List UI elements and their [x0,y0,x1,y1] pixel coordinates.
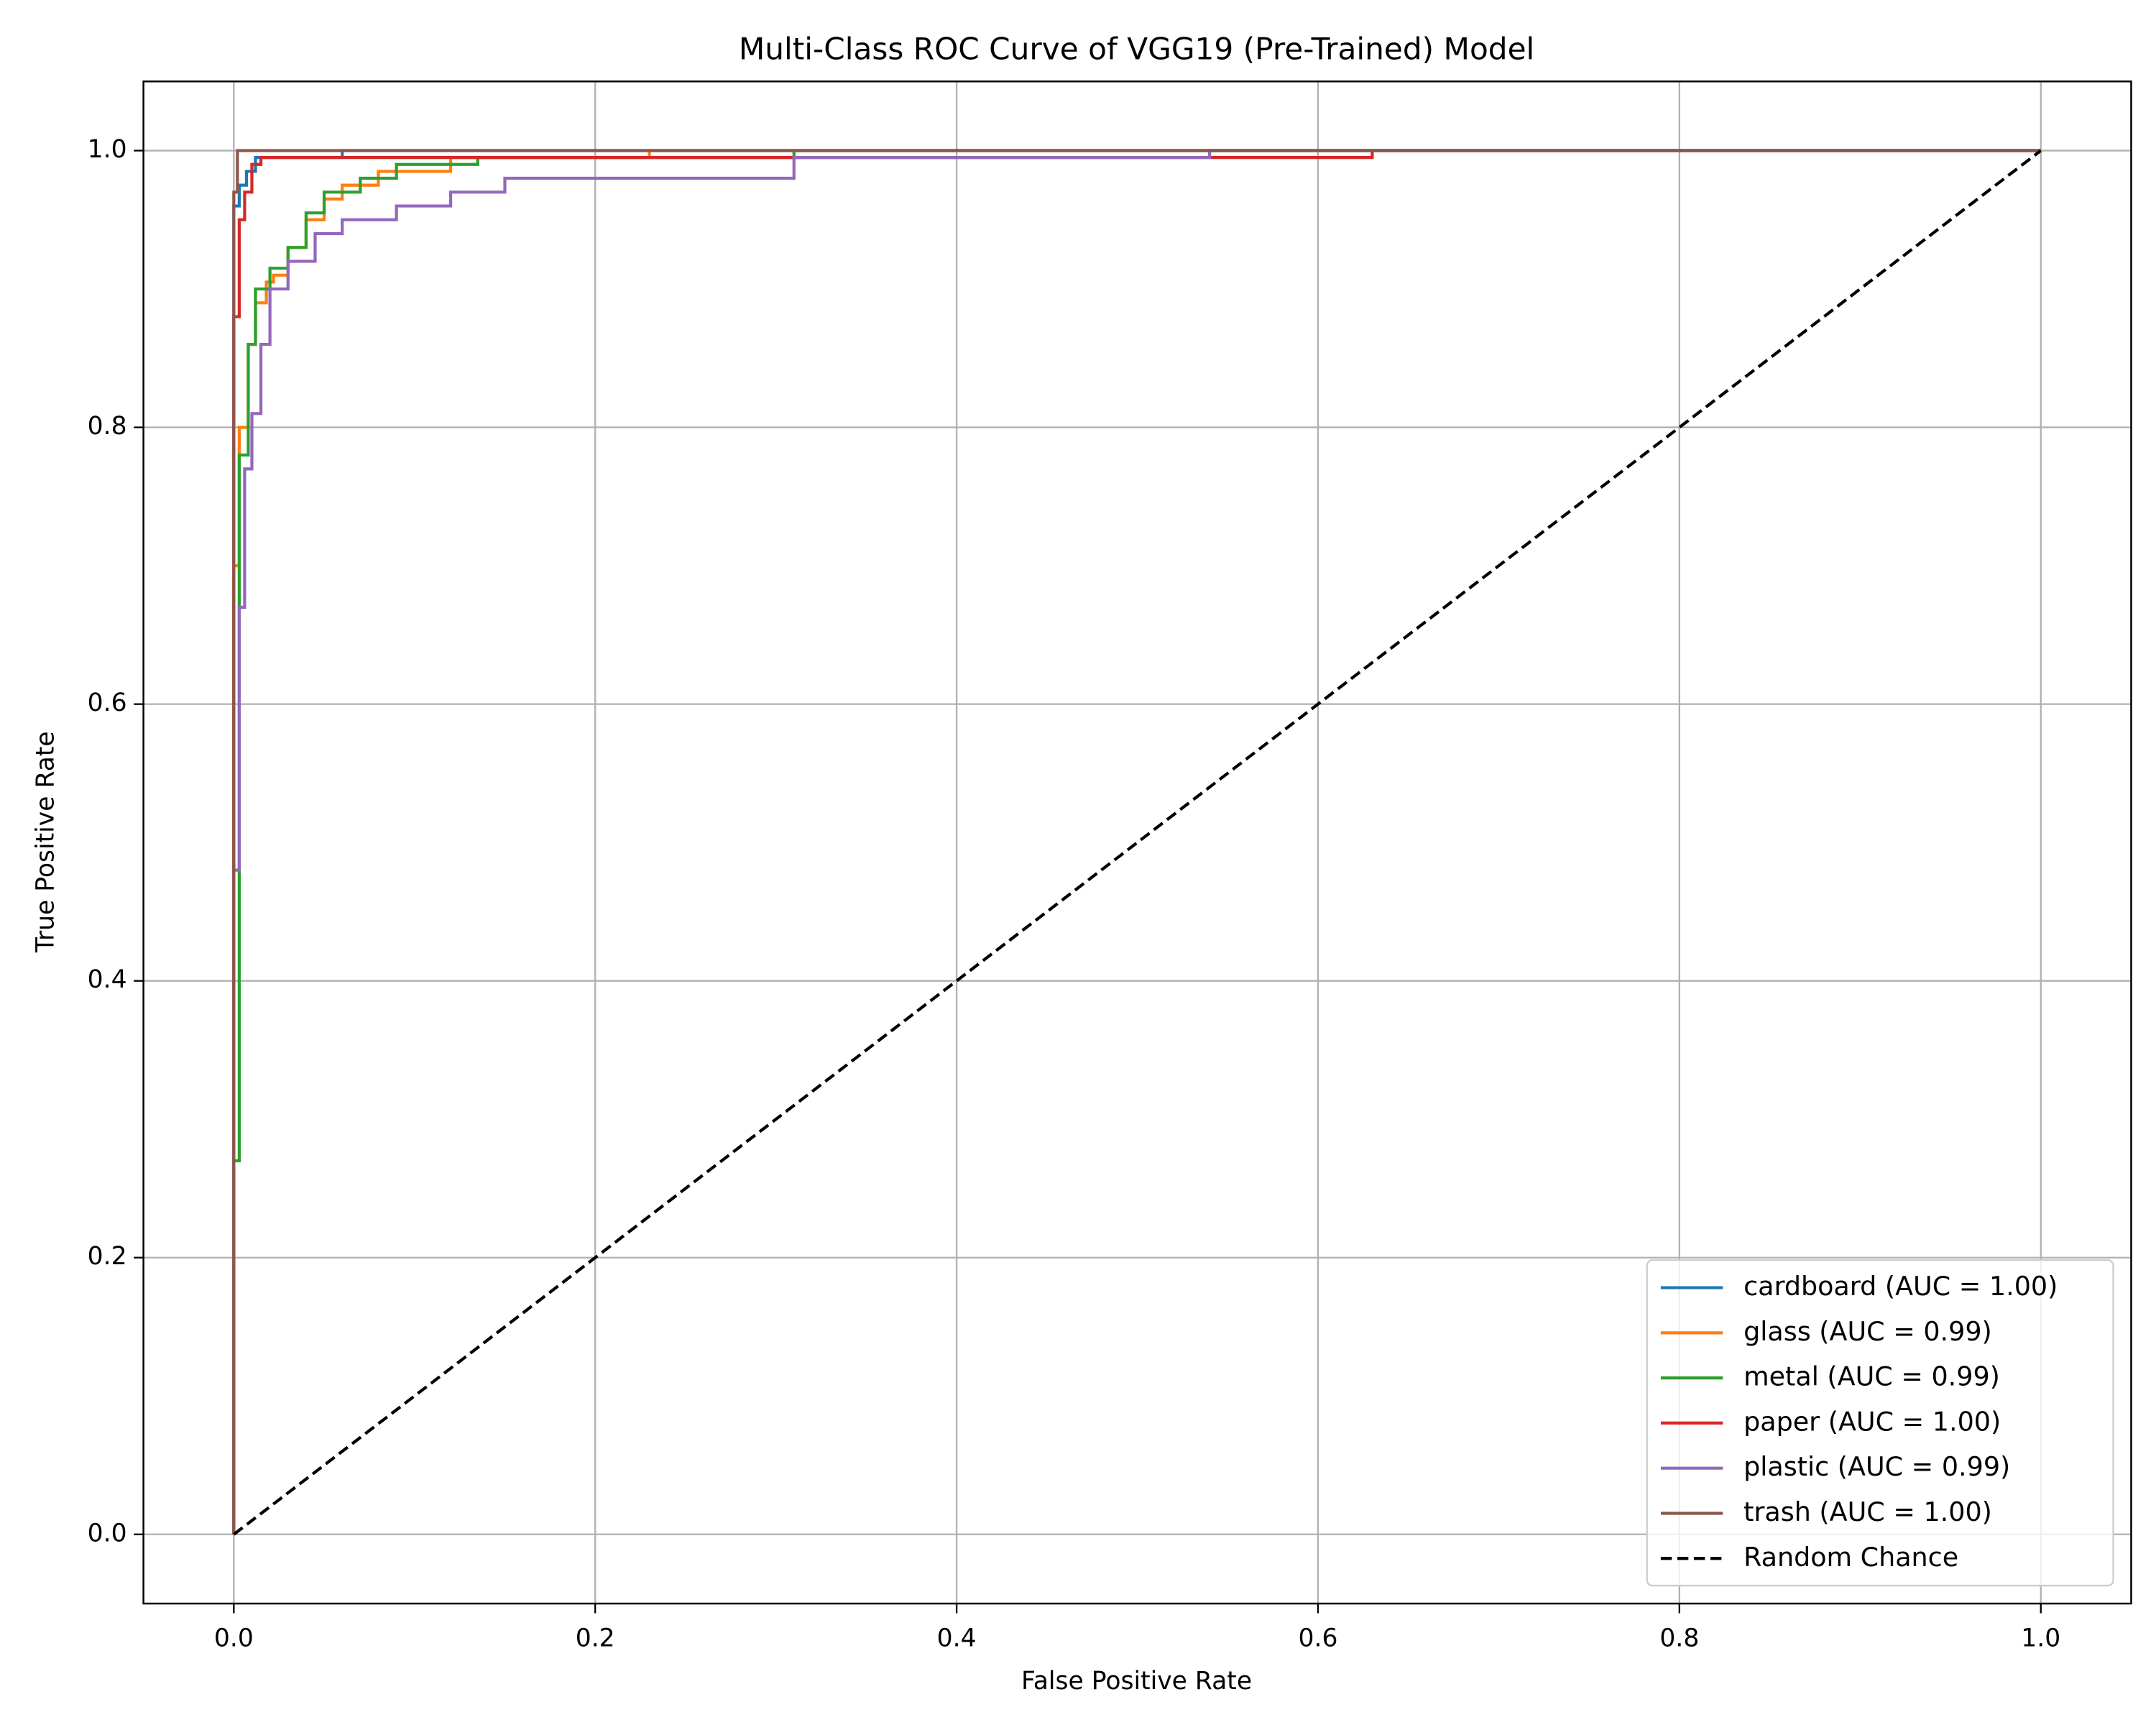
legend-label: trash (AUC = 1.00) [1743,1496,1992,1527]
chart-title: Multi-Class ROC Curve of VGG19 (Pre-Trai… [739,32,1534,67]
roc-curve [232,149,2041,1535]
legend-label: Random Chance [1743,1542,1958,1573]
roc-curve [233,149,2042,1536]
y-axis-label: True Positive Rate [32,731,60,953]
legend: cardboard (AUC = 1.00) glass (AUC = 0.99)… [1646,1259,2114,1587]
x-tick-label: 0.8 [1659,1624,1699,1652]
x-tick-label: 0.0 [214,1624,254,1652]
legend-label: glass (AUC = 0.99) [1743,1316,1992,1347]
legend-label: metal (AUC = 0.99) [1743,1361,2000,1392]
y-tick-label: 0.4 [88,965,127,994]
roc-curve [232,149,2041,1535]
x-tick-label: 0.6 [1299,1624,1338,1652]
plot-frame [142,80,2132,1605]
roc-curve [232,149,2041,1535]
legend-label: cardboard (AUC = 1.00) [1743,1271,2058,1302]
y-tick-label: 0.6 [88,689,127,717]
y-tick-label: 0.8 [88,412,127,441]
x-tick-label: 0.4 [937,1624,977,1652]
y-tick-label: 0.2 [88,1242,127,1271]
legend-label: plastic (AUC = 0.99) [1743,1451,2010,1482]
x-axis-label: False Positive Rate [1021,1667,1252,1696]
x-tick-label: 1.0 [2021,1624,2060,1652]
legend-label: paper (AUC = 1.00) [1743,1406,2001,1437]
roc-curve [232,149,2041,1535]
y-tick-label: 1.0 [88,135,127,164]
legend-box [1646,1259,2114,1587]
roc-curve [232,149,2041,1535]
y-tick-label: 0.0 [88,1519,127,1547]
x-tick-label: 0.2 [576,1624,615,1652]
